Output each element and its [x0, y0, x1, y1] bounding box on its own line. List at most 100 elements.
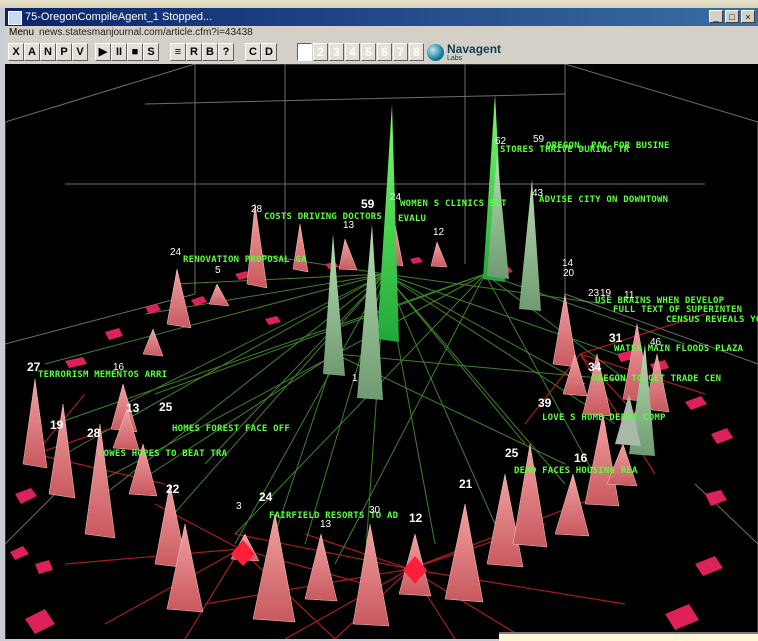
hub-markers — [231, 540, 427, 584]
node-count: 12 — [409, 511, 423, 525]
node-count: 27 — [27, 360, 41, 374]
node-label[interactable]: OREGON TO GET TRADE CEN — [592, 374, 722, 384]
node-count: 34 — [588, 360, 602, 374]
help-button[interactable]: ? — [218, 43, 234, 61]
node-label[interactable]: LOWES HOPES TO BEAT TRA — [98, 449, 228, 459]
tool-n-button[interactable]: N — [40, 43, 56, 61]
title-bar: 75-OregonCompileAgent_1 Stopped... _ □ × — [5, 8, 758, 26]
node-count: 59 — [361, 197, 375, 211]
play-button[interactable]: ▶ — [95, 43, 111, 61]
node-count: 28 — [251, 204, 263, 215]
view-3-button[interactable]: 3 — [329, 43, 344, 61]
tool-v-button[interactable]: V — [72, 43, 88, 61]
toolbar: X A N P V ▶ II ■ S ≡ R B ? C D 1 2 3 4 5… — [5, 40, 758, 64]
menu-item-menu[interactable]: Menu — [9, 27, 35, 38]
tool-a-button[interactable]: A — [24, 43, 40, 61]
menu-bar: Menu news.statesmanjournal.com/article.c… — [5, 26, 758, 40]
logo-sub: Labs — [447, 55, 463, 62]
node-count: 62 — [495, 136, 507, 147]
view-2-button[interactable]: 2 — [313, 43, 328, 61]
node-count: 1 — [352, 373, 358, 384]
node-count: 13 — [320, 519, 332, 530]
node-label[interactable]: OREGON, PAC FOR BUSINE — [546, 141, 670, 151]
minimize-button[interactable]: _ — [709, 10, 723, 23]
url-display: news.statesmanjournal.com/article.cfm?i=… — [39, 27, 253, 38]
node-label[interactable]: RENOVATION PROPOSAL GA — [183, 255, 307, 265]
node-count: 22 — [166, 482, 180, 496]
node-count: 39 — [538, 396, 552, 410]
node-label[interactable]: COSTS DRIVING DOCTORS — [264, 212, 382, 222]
node-label[interactable]: LOVE S HOME DEPOT COMP — [542, 413, 666, 423]
node-count: 21 — [459, 477, 473, 491]
copy-button[interactable]: C — [245, 43, 261, 61]
green-spikes — [323, 94, 655, 456]
maximize-button[interactable]: □ — [725, 10, 739, 23]
node-count: 31 — [609, 331, 623, 345]
view-7-button[interactable]: 7 — [393, 43, 408, 61]
logo-brand: Navagent — [447, 42, 502, 56]
view-6-button[interactable]: 6 — [377, 43, 392, 61]
node-count: 19 — [600, 288, 612, 299]
node-label[interactable]: WOMEN S CLINICS BIT — [400, 199, 507, 209]
node-count: 59 — [533, 134, 545, 145]
node-count: 24 — [170, 247, 182, 258]
room-grid — [5, 64, 758, 639]
view-1-button[interactable]: 1 — [297, 43, 312, 61]
export-button[interactable]: D — [261, 43, 277, 61]
node-count: 25 — [505, 446, 519, 460]
view-8-button[interactable]: 8 — [409, 43, 424, 61]
node-count: 13 — [343, 220, 355, 231]
node-label[interactable]: CENSUS REVEALS YO — [666, 315, 758, 325]
stop-button[interactable]: ■ — [127, 43, 143, 61]
node-count: 30 — [369, 505, 381, 516]
node-count: 16 — [113, 362, 125, 373]
node-count: 13 — [126, 401, 140, 415]
tool-search-button[interactable]: P — [56, 43, 72, 61]
node-count: 19 — [50, 418, 64, 432]
close-button[interactable]: × — [741, 10, 755, 23]
node-count: 20 — [563, 268, 575, 279]
node-label[interactable]: FULL TEXT OF SUPERINTEN — [613, 305, 743, 315]
node-label[interactable]: HOMES FOREST FACE OFF — [172, 424, 290, 434]
top-strip — [0, 0, 758, 8]
pause-button[interactable]: II — [111, 43, 127, 61]
node-count: 5 — [215, 265, 221, 276]
node-label[interactable]: FAIRFIELD RESORTS TO AD — [269, 511, 399, 521]
node-count: 46 — [650, 337, 662, 348]
node-label[interactable]: DEMO FACES HOUSING REA — [514, 466, 638, 476]
floor-markers — [10, 257, 733, 634]
node-label[interactable]: EVALU — [398, 214, 427, 224]
node-count: 3 — [236, 501, 242, 512]
scene-graphics — [5, 64, 758, 639]
node-count: 11 — [624, 290, 635, 301]
window-controls: _ □ × — [709, 10, 755, 23]
caption-box — [499, 632, 758, 641]
node-count: 43 — [532, 188, 544, 199]
pink-pyramids — [22, 203, 670, 627]
node-label[interactable]: USE BRAINS WHEN DEVELOP — [595, 296, 725, 306]
window-title: 75-OregonCompileAgent_1 Stopped... — [25, 11, 213, 23]
app-icon — [8, 11, 22, 25]
node-label[interactable]: STORES THRIVE DURING TR — [500, 145, 630, 155]
view-4-button[interactable]: 4 — [345, 43, 360, 61]
3d-viewport[interactable]: STORES THRIVE DURING TR OREGON, PAC FOR … — [5, 64, 758, 639]
node-label[interactable]: ADVISE CITY ON DOWNTOWN — [539, 195, 669, 205]
node-count: 14 — [562, 258, 574, 269]
node-count: 16 — [574, 451, 588, 465]
node-count: 25 — [159, 400, 173, 414]
node-count: 23 — [588, 288, 600, 299]
node-label[interactable]: WATER MAIN FLOODS PLAZA — [614, 344, 744, 354]
tool-x-button[interactable]: X — [8, 43, 24, 61]
node-count: 28 — [87, 426, 101, 440]
node-count: 24 — [390, 192, 402, 203]
record-button[interactable]: R — [186, 43, 202, 61]
globe-icon — [427, 44, 444, 61]
node-count: 24 — [259, 490, 273, 504]
bookmark-button[interactable]: B — [202, 43, 218, 61]
view-5-button[interactable]: 5 — [361, 43, 376, 61]
step-button[interactable]: S — [143, 43, 159, 61]
node-label[interactable]: TERRORISM MEMENTOS ARRI — [38, 370, 168, 380]
app-window: 75-OregonCompileAgent_1 Stopped... _ □ ×… — [5, 8, 758, 639]
list-button[interactable]: ≡ — [170, 43, 186, 61]
node-count: 12 — [433, 227, 445, 238]
